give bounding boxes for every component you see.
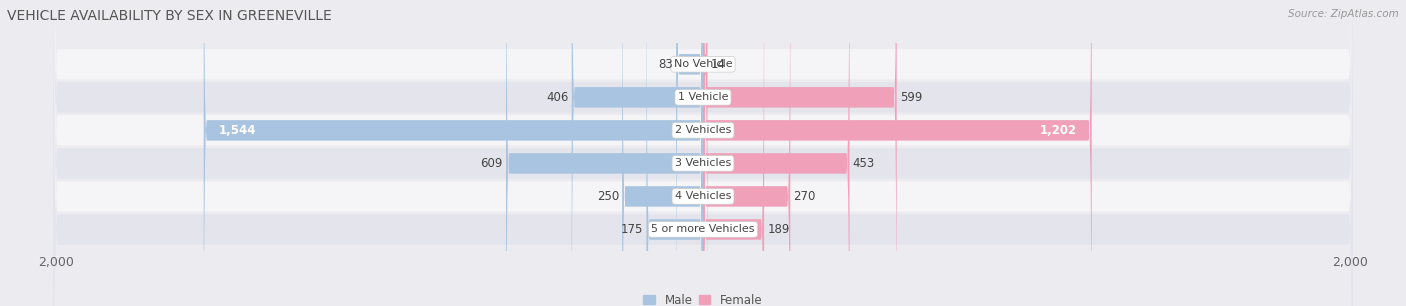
Text: 14: 14 [711,58,725,71]
Text: VEHICLE AVAILABILITY BY SEX IN GREENEVILLE: VEHICLE AVAILABILITY BY SEX IN GREENEVIL… [7,9,332,23]
Text: 175: 175 [621,223,643,236]
Text: 5 or more Vehicles: 5 or more Vehicles [651,225,755,234]
FancyBboxPatch shape [53,0,1353,306]
FancyBboxPatch shape [647,0,703,306]
FancyBboxPatch shape [703,0,897,306]
FancyBboxPatch shape [703,0,707,306]
FancyBboxPatch shape [703,0,790,306]
FancyBboxPatch shape [703,0,1091,306]
Text: 1,544: 1,544 [218,124,256,137]
FancyBboxPatch shape [572,0,703,306]
FancyBboxPatch shape [53,0,1353,306]
Text: 599: 599 [900,91,922,104]
FancyBboxPatch shape [703,0,849,306]
Text: 1 Vehicle: 1 Vehicle [678,92,728,102]
Text: 3 Vehicles: 3 Vehicles [675,159,731,168]
Legend: Male, Female: Male, Female [638,289,768,306]
Text: 406: 406 [546,91,568,104]
FancyBboxPatch shape [53,0,1353,306]
Text: 2 Vehicles: 2 Vehicles [675,125,731,135]
FancyBboxPatch shape [703,0,763,306]
FancyBboxPatch shape [53,0,1353,306]
Text: 189: 189 [768,223,790,236]
Text: 609: 609 [481,157,503,170]
FancyBboxPatch shape [53,0,1353,306]
Text: 250: 250 [596,190,619,203]
FancyBboxPatch shape [506,0,703,306]
Text: No Vehicle: No Vehicle [673,59,733,69]
FancyBboxPatch shape [676,0,703,306]
Text: 270: 270 [793,190,815,203]
Text: Source: ZipAtlas.com: Source: ZipAtlas.com [1288,9,1399,19]
Text: 83: 83 [658,58,673,71]
Text: 453: 453 [852,157,875,170]
Text: 1,202: 1,202 [1040,124,1077,137]
FancyBboxPatch shape [204,0,703,306]
Text: 4 Vehicles: 4 Vehicles [675,192,731,201]
FancyBboxPatch shape [621,0,703,306]
FancyBboxPatch shape [53,0,1353,306]
